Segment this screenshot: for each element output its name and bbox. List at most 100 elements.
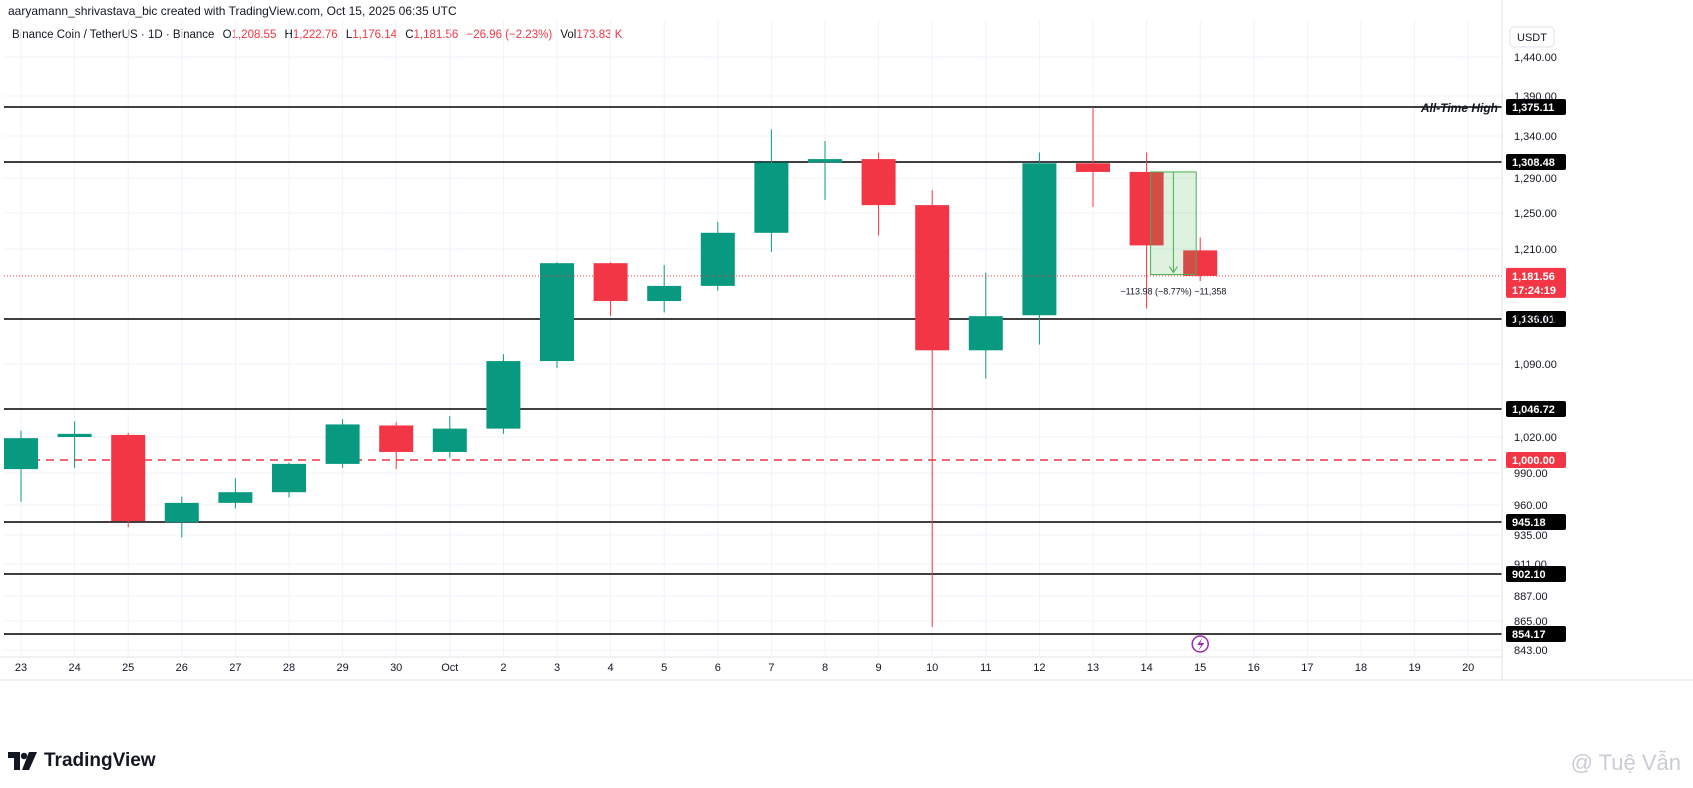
y-tick-label-11: 935.00 [1514, 530, 1548, 542]
x-tick-label-1: 24 [68, 662, 80, 674]
y-tick-label-5: 1,210.00 [1514, 244, 1557, 256]
level-tag-7 [1506, 626, 1566, 642]
x-tick-label-25: 18 [1355, 662, 1367, 674]
open-label: O [222, 29, 232, 41]
candle-body-11 [593, 263, 628, 302]
tradingview-brand: TradingView [44, 750, 156, 771]
candle-body-3 [164, 502, 199, 523]
candle-body-22 [1183, 250, 1218, 276]
x-tick-label-23: 16 [1248, 662, 1260, 674]
y-tick-label-15: 843.00 [1514, 645, 1548, 657]
level-tag-label-2: 1,136.01 [1512, 314, 1555, 326]
measure-label: −113.98 (−8.77%) −11,358 [1120, 287, 1226, 297]
x-tick-label-8: Oct [441, 662, 458, 674]
candle-body-6 [325, 424, 360, 464]
tradingview-logo-icon [8, 752, 37, 770]
level-tag-3 [1506, 401, 1566, 417]
x-tick-label-2: 25 [122, 662, 134, 674]
change-value: −26.96 (−2.23%) [466, 29, 553, 41]
x-tick-label-0: 23 [15, 662, 27, 674]
x-tick-label-24: 17 [1301, 662, 1313, 674]
y-tick-label-10: 960.00 [1514, 500, 1548, 512]
x-tick-label-14: 7 [768, 662, 774, 674]
high-value: 1,222.76 [292, 29, 338, 41]
level-tag-4 [1506, 452, 1566, 468]
last-price-tag [1506, 267, 1566, 298]
x-tick-label-15: 8 [822, 662, 828, 674]
candle-body-4 [218, 492, 253, 503]
candle-body-9 [486, 361, 521, 429]
y-tick-label-3: 1,290.00 [1514, 173, 1557, 185]
candle-body-13 [700, 232, 735, 286]
open-value: 1,208.55 [231, 29, 277, 41]
y-tick-label-0: 1,440.00 [1514, 52, 1557, 64]
symbol-label[interactable]: Binance Coin / TetherUS · 1D · Binance [12, 29, 215, 41]
candle-body-2 [111, 434, 146, 522]
level-tag-0 [1506, 99, 1566, 115]
level-tag-6 [1506, 566, 1566, 582]
x-tick-label-6: 29 [336, 662, 348, 674]
tradingview-logo[interactable]: TradingView [8, 750, 156, 772]
x-tick-label-7: 30 [390, 662, 402, 674]
candle-body-19 [1022, 163, 1057, 316]
level-tag-1 [1506, 154, 1566, 170]
y-tick-label-12: 911.00 [1514, 559, 1547, 571]
x-tick-label-20: 13 [1087, 662, 1099, 674]
candle-body-18 [968, 316, 1003, 351]
x-tick-label-12: 5 [661, 662, 667, 674]
y-tick-label-6: 1,136.00 [1514, 314, 1557, 326]
y-tick-label-13: 887.00 [1514, 591, 1548, 603]
currency-button-label[interactable]: USDT [1517, 32, 1547, 44]
level-tag-label-7: 854.17 [1512, 629, 1546, 641]
candle-body-10 [540, 263, 574, 362]
watermark-text: @ Tuệ Vẫn [1570, 750, 1681, 775]
candle-body-15 [808, 159, 842, 163]
level-annotation-0: All-Time High [1420, 101, 1498, 115]
candle-body-7 [379, 425, 414, 452]
x-tick-label-22: 15 [1194, 662, 1206, 674]
x-tick-label-9: 2 [500, 662, 506, 674]
x-tick-label-16: 9 [876, 662, 882, 674]
x-tick-label-10: 3 [554, 662, 560, 674]
candle-body-12 [647, 285, 682, 302]
close-value: 1,181.56 [413, 29, 459, 41]
level-tag-5 [1506, 514, 1566, 530]
level-tag-2 [1506, 311, 1566, 327]
currency-button [1509, 26, 1555, 48]
x-tick-label-21: 14 [1140, 662, 1152, 674]
x-tick-label-13: 6 [715, 662, 721, 674]
x-tick-label-18: 11 [980, 662, 991, 674]
x-tick-label-5: 28 [283, 662, 295, 674]
close-label: C [405, 29, 414, 41]
measure-arrow-head [1168, 266, 1178, 274]
y-tick-label-2: 1,340.00 [1514, 131, 1557, 143]
x-tick-label-4: 27 [229, 662, 241, 674]
horizontal-levels: 1,375.11 All-Time High 1,308.48 1,136.01 1,0… [4, 99, 1566, 642]
x-tick-label-17: 10 [926, 662, 938, 674]
level-tag-label-5: 945.18 [1512, 517, 1546, 529]
level-tag-label-1: 1,308.48 [1512, 157, 1555, 169]
y-tick-label-8: 1,020.00 [1514, 432, 1557, 444]
candles [4, 107, 1218, 628]
level-tag-label-4: 1,000.00 [1512, 455, 1555, 467]
candle-body-17 [915, 205, 950, 351]
y-tick-label-9: 990.00 [1514, 468, 1548, 480]
volume-label: Vol [560, 29, 577, 41]
x-tick-label-19: 12 [1033, 662, 1045, 674]
y-tick-label-14: 865.00 [1514, 616, 1548, 628]
last-price-label: 1,181.56 [1512, 271, 1555, 283]
watermark: @ Tuệ Vẫn [1571, 750, 1681, 776]
level-tag-label-3: 1,046.72 [1512, 404, 1555, 416]
candle-body-0 [4, 438, 38, 470]
y-tick-label-4: 1,250.00 [1514, 208, 1557, 220]
low-value: 1,176.14 [352, 29, 397, 41]
y-tick-label-7: 1,090.00 [1514, 359, 1557, 371]
level-tag-label-6: 902.10 [1512, 569, 1546, 581]
candle-body-8 [432, 428, 467, 452]
x-tick-label-3: 26 [176, 662, 188, 674]
attribution-text: aaryamann_shrivastava_bic created with T… [8, 4, 457, 18]
candle-body-5 [272, 463, 306, 493]
y-tick-label-1: 1,390.00 [1514, 91, 1557, 103]
lightning-icon-glyph [1197, 638, 1205, 651]
